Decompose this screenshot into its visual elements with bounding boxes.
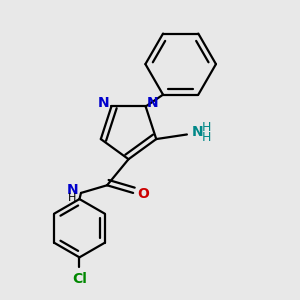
Text: O: O: [137, 188, 149, 202]
Text: H: H: [202, 131, 211, 144]
Text: N: N: [191, 125, 203, 139]
Text: H: H: [68, 194, 76, 203]
Text: N: N: [67, 184, 78, 197]
Text: H: H: [202, 121, 211, 134]
Text: Cl: Cl: [72, 272, 87, 286]
Text: N: N: [147, 96, 158, 110]
Text: N: N: [98, 96, 109, 110]
